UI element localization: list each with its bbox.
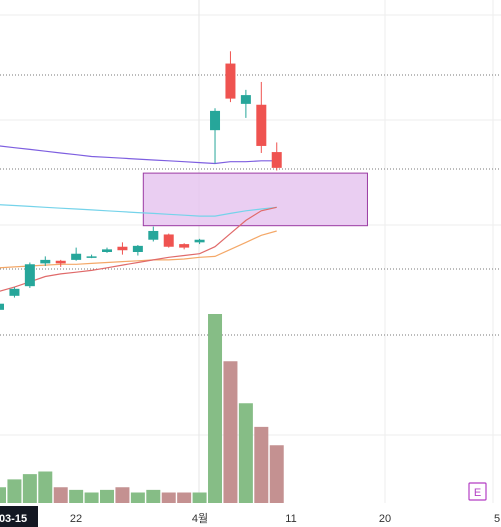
volume-bar: [223, 361, 237, 503]
candle-body[interactable]: [241, 95, 251, 104]
moving-average-line: [0, 146, 277, 164]
x-axis-tick-label: 20: [379, 513, 391, 525]
volume-bar: [38, 472, 52, 504]
volume-bar: [23, 474, 37, 503]
candle-body[interactable]: [102, 249, 112, 252]
x-axis-tick-label: 5: [494, 513, 500, 525]
x-axis-tick-label: 11: [285, 513, 296, 525]
candle-body[interactable]: [0, 304, 4, 310]
candle-body[interactable]: [117, 247, 127, 251]
volume-bar: [254, 427, 268, 503]
candle-body[interactable]: [9, 289, 19, 296]
candle-body[interactable]: [148, 231, 158, 240]
zone-box[interactable]: [143, 173, 367, 226]
candle-body[interactable]: [195, 240, 205, 243]
volume-bar: [7, 479, 21, 503]
candle-body[interactable]: [272, 152, 282, 168]
volume-bar: [69, 490, 83, 503]
volume-bar: [85, 493, 99, 504]
x-axis-tick-label: 22: [70, 513, 82, 525]
volume-bar: [162, 493, 176, 504]
candle-body[interactable]: [256, 105, 266, 146]
volume-bar: [54, 487, 68, 503]
volume-bar: [115, 487, 129, 503]
volume-bar: [239, 403, 253, 503]
candle-body[interactable]: [179, 244, 189, 248]
volume-bar: [177, 493, 191, 504]
candle-body[interactable]: [40, 260, 50, 264]
volume-bar: [270, 445, 284, 503]
candle-body[interactable]: [56, 261, 66, 264]
candle-body[interactable]: [210, 111, 220, 130]
indicator-badge-label: E: [474, 487, 481, 499]
candle-body[interactable]: [164, 234, 174, 246]
x-axis-tick-label: 4월: [192, 512, 208, 525]
volume-bar: [100, 490, 114, 503]
volume-bar: [208, 314, 222, 503]
x-axis-tick-label: 03-15: [0, 513, 27, 525]
candle-body[interactable]: [225, 64, 235, 99]
volume-bar: [146, 490, 160, 503]
candle-body[interactable]: [133, 246, 143, 252]
volume-bar: [0, 487, 6, 503]
candle-body[interactable]: [87, 256, 97, 258]
candle-body[interactable]: [71, 254, 81, 260]
volume-bar: [131, 493, 145, 504]
candle-body[interactable]: [25, 264, 35, 286]
volume-bar: [193, 493, 207, 504]
